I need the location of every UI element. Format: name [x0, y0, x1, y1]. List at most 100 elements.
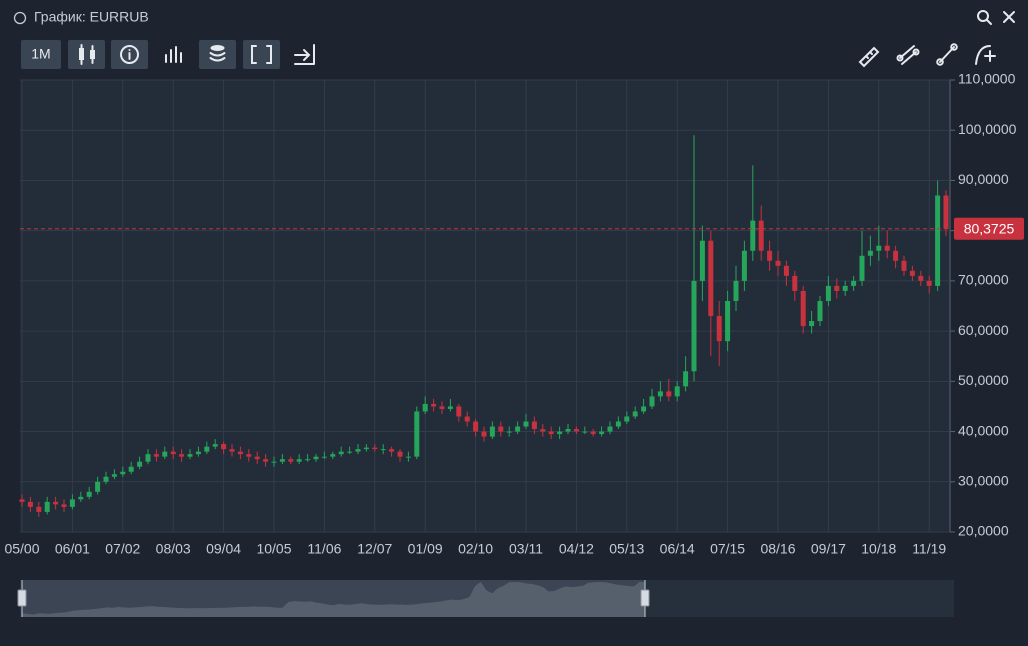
candle-body: [195, 451, 201, 455]
candle-body: [162, 451, 168, 457]
candle-body: [783, 265, 789, 276]
navigator-handle[interactable]: [640, 589, 650, 607]
candle-body: [321, 456, 327, 458]
candle-body: [288, 459, 294, 462]
x-tick-label: 07/02: [105, 541, 140, 557]
candle-body: [540, 429, 546, 432]
candle-body: [363, 447, 369, 450]
candles-button[interactable]: [68, 40, 105, 69]
candle-body: [145, 454, 151, 462]
candle-body: [397, 451, 403, 457]
candle-body: [590, 431, 596, 435]
candle-body: [153, 454, 159, 457]
navigator-handle[interactable]: [17, 589, 27, 607]
x-tick-label: 01/09: [408, 541, 443, 557]
candle-body: [943, 195, 949, 229]
x-tick-label: 09/17: [811, 541, 846, 557]
x-tick-label: 10/05: [256, 541, 291, 557]
candle-body: [884, 245, 890, 251]
close-button[interactable]: [1003, 11, 1015, 23]
candle-body: [792, 275, 798, 291]
candle-body: [506, 431, 512, 433]
x-tick-label: 02/10: [458, 541, 493, 557]
candle-body: [456, 406, 462, 417]
candle-body: [548, 431, 554, 435]
candle-body: [615, 421, 621, 427]
scroll-end-button[interactable]: [294, 44, 315, 65]
candle-body: [657, 391, 663, 397]
add-indicator-tool[interactable]: [975, 45, 996, 65]
candle-body: [296, 459, 302, 462]
candle-body: [733, 280, 739, 301]
x-tick-label: 05/13: [609, 541, 644, 557]
range-button[interactable]: [243, 40, 280, 69]
candle-body: [120, 471, 126, 475]
channel-tool[interactable]: [896, 45, 920, 65]
candle-body: [246, 454, 252, 457]
candle-body: [809, 321, 815, 327]
navigator: [17, 580, 954, 617]
candle-body: [313, 456, 319, 460]
x-tick-label: 08/03: [156, 541, 191, 557]
window-icon: [13, 11, 27, 25]
candle-body: [69, 499, 75, 507]
candle-body: [263, 459, 269, 462]
x-tick-label: 05/00: [4, 541, 39, 557]
candle-body: [531, 421, 537, 430]
candle-body: [347, 451, 353, 453]
x-tick-label: 11/06: [307, 541, 341, 557]
candle-body: [599, 431, 605, 435]
candle-body: [473, 421, 479, 432]
x-tick-label: 03/11: [509, 541, 543, 557]
candle-body: [825, 285, 831, 301]
candle-body: [716, 316, 722, 342]
candle-body: [918, 275, 924, 281]
candle-body: [901, 260, 907, 271]
candle-body: [431, 403, 437, 407]
candle-body: [683, 371, 689, 387]
candle-body: [254, 456, 260, 460]
y-tick-label: 60,0000: [958, 322, 1009, 338]
candle-body: [515, 426, 521, 432]
candle-body: [53, 501, 59, 505]
candle-body: [372, 447, 378, 450]
interval-label: 1M: [31, 46, 50, 62]
candle-body: [909, 270, 915, 276]
x-tick-label: 06/01: [55, 541, 90, 557]
candle-body: [137, 461, 143, 467]
candle-body: [221, 444, 227, 450]
info-button[interactable]: [111, 40, 148, 69]
x-tick-label: 04/12: [559, 541, 594, 557]
candle-body: [111, 474, 117, 477]
last-price-badge: [954, 217, 1024, 240]
candle-body: [204, 446, 210, 452]
candle-body: [632, 411, 638, 417]
layers-button[interactable]: [199, 40, 236, 69]
candle-body: [834, 285, 840, 291]
candle-body: [557, 431, 563, 435]
candles: [19, 135, 949, 517]
x-tick-label: 11/19: [912, 541, 946, 557]
volume-button[interactable]: [165, 46, 182, 63]
y-tick-label: 40,0000: [958, 422, 1009, 438]
last-price-label: 80,3725: [964, 220, 1015, 236]
trendline-tool[interactable]: [936, 43, 958, 66]
search-button[interactable]: [977, 10, 992, 25]
interval-button[interactable]: 1M: [21, 40, 61, 69]
candle-body: [170, 451, 176, 455]
candle-body: [338, 451, 344, 455]
candle-body: [86, 491, 92, 497]
candle-body: [44, 501, 50, 512]
ruler-tool[interactable]: [858, 46, 880, 68]
candle-body: [893, 250, 899, 261]
candle-body: [859, 255, 865, 281]
candle-body: [750, 220, 756, 251]
candle-body: [481, 431, 487, 437]
candle-body: [699, 240, 705, 281]
candle-body: [649, 396, 655, 407]
y-tick-label: 100,0000: [958, 121, 1017, 137]
candle-body: [95, 481, 101, 492]
candle-body: [422, 403, 428, 412]
chart-title: График: EURRUB: [34, 9, 149, 25]
candle-body: [464, 416, 470, 422]
